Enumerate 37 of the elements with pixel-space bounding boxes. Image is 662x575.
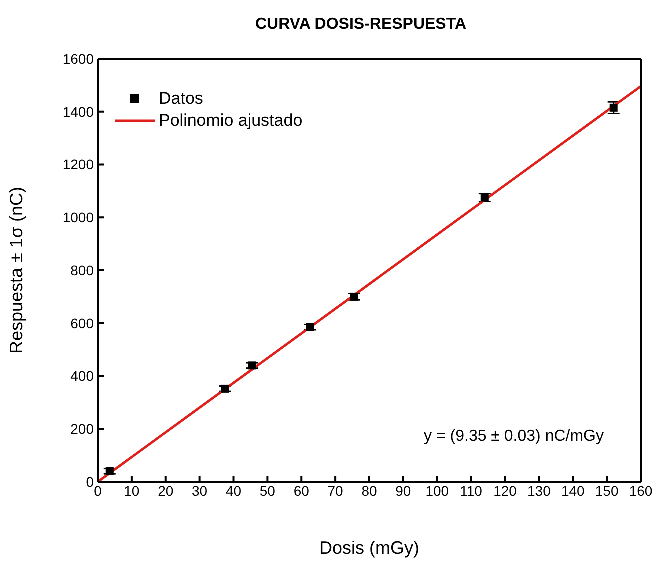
x-tick-label: 90 <box>396 482 412 499</box>
x-tick-label: 40 <box>226 482 242 499</box>
point <box>248 362 256 370</box>
y-axis-title: Respuesta ± 1σ (nC) <box>6 186 26 354</box>
x-tick-label: 10 <box>124 482 140 499</box>
y-tick-label: 1400 <box>62 104 94 120</box>
x-tick-label: 70 <box>328 482 344 499</box>
annotation: y = (9.35 ± 0.03) nC/mGy <box>424 428 604 446</box>
y-tick-label: 200 <box>70 421 94 438</box>
point <box>306 323 314 332</box>
point <box>480 194 489 202</box>
x-tick-label: 30 <box>192 482 208 499</box>
chart-title: CURVA DOSIS-RESPUESTA <box>254 15 468 35</box>
point <box>610 104 618 112</box>
x-tick-label: 140 <box>561 482 586 499</box>
y-tick-label: 800 <box>70 262 94 278</box>
point <box>106 467 114 476</box>
x-tick-label: 110 <box>460 482 483 499</box>
x-tick-label: 160 <box>629 482 653 499</box>
x-tick-label: 130 <box>528 482 552 499</box>
legend-label: Polinomio ajustado <box>159 110 303 132</box>
x-tick-label: 80 <box>362 482 378 499</box>
x-tick-label: 20 <box>158 482 174 499</box>
legend-label: Datos <box>159 88 204 110</box>
x-tick-label: 50 <box>260 482 276 499</box>
y-tick-label: 1000 <box>62 210 94 226</box>
y-tick-label: 600 <box>70 315 94 332</box>
point <box>221 384 230 393</box>
x-axis-title: Dosis (mGy) <box>320 538 420 558</box>
point <box>350 292 358 301</box>
x-tick-label: 150 <box>595 482 619 499</box>
x-tick-label: 100 <box>426 482 450 499</box>
y-tick-label: 1600 <box>62 50 94 67</box>
y-tick-label: 1200 <box>62 156 94 173</box>
x-tick-label: 60 <box>294 482 310 499</box>
x-tick-label: 120 <box>494 482 518 499</box>
y-tick-label: 400 <box>70 368 94 384</box>
